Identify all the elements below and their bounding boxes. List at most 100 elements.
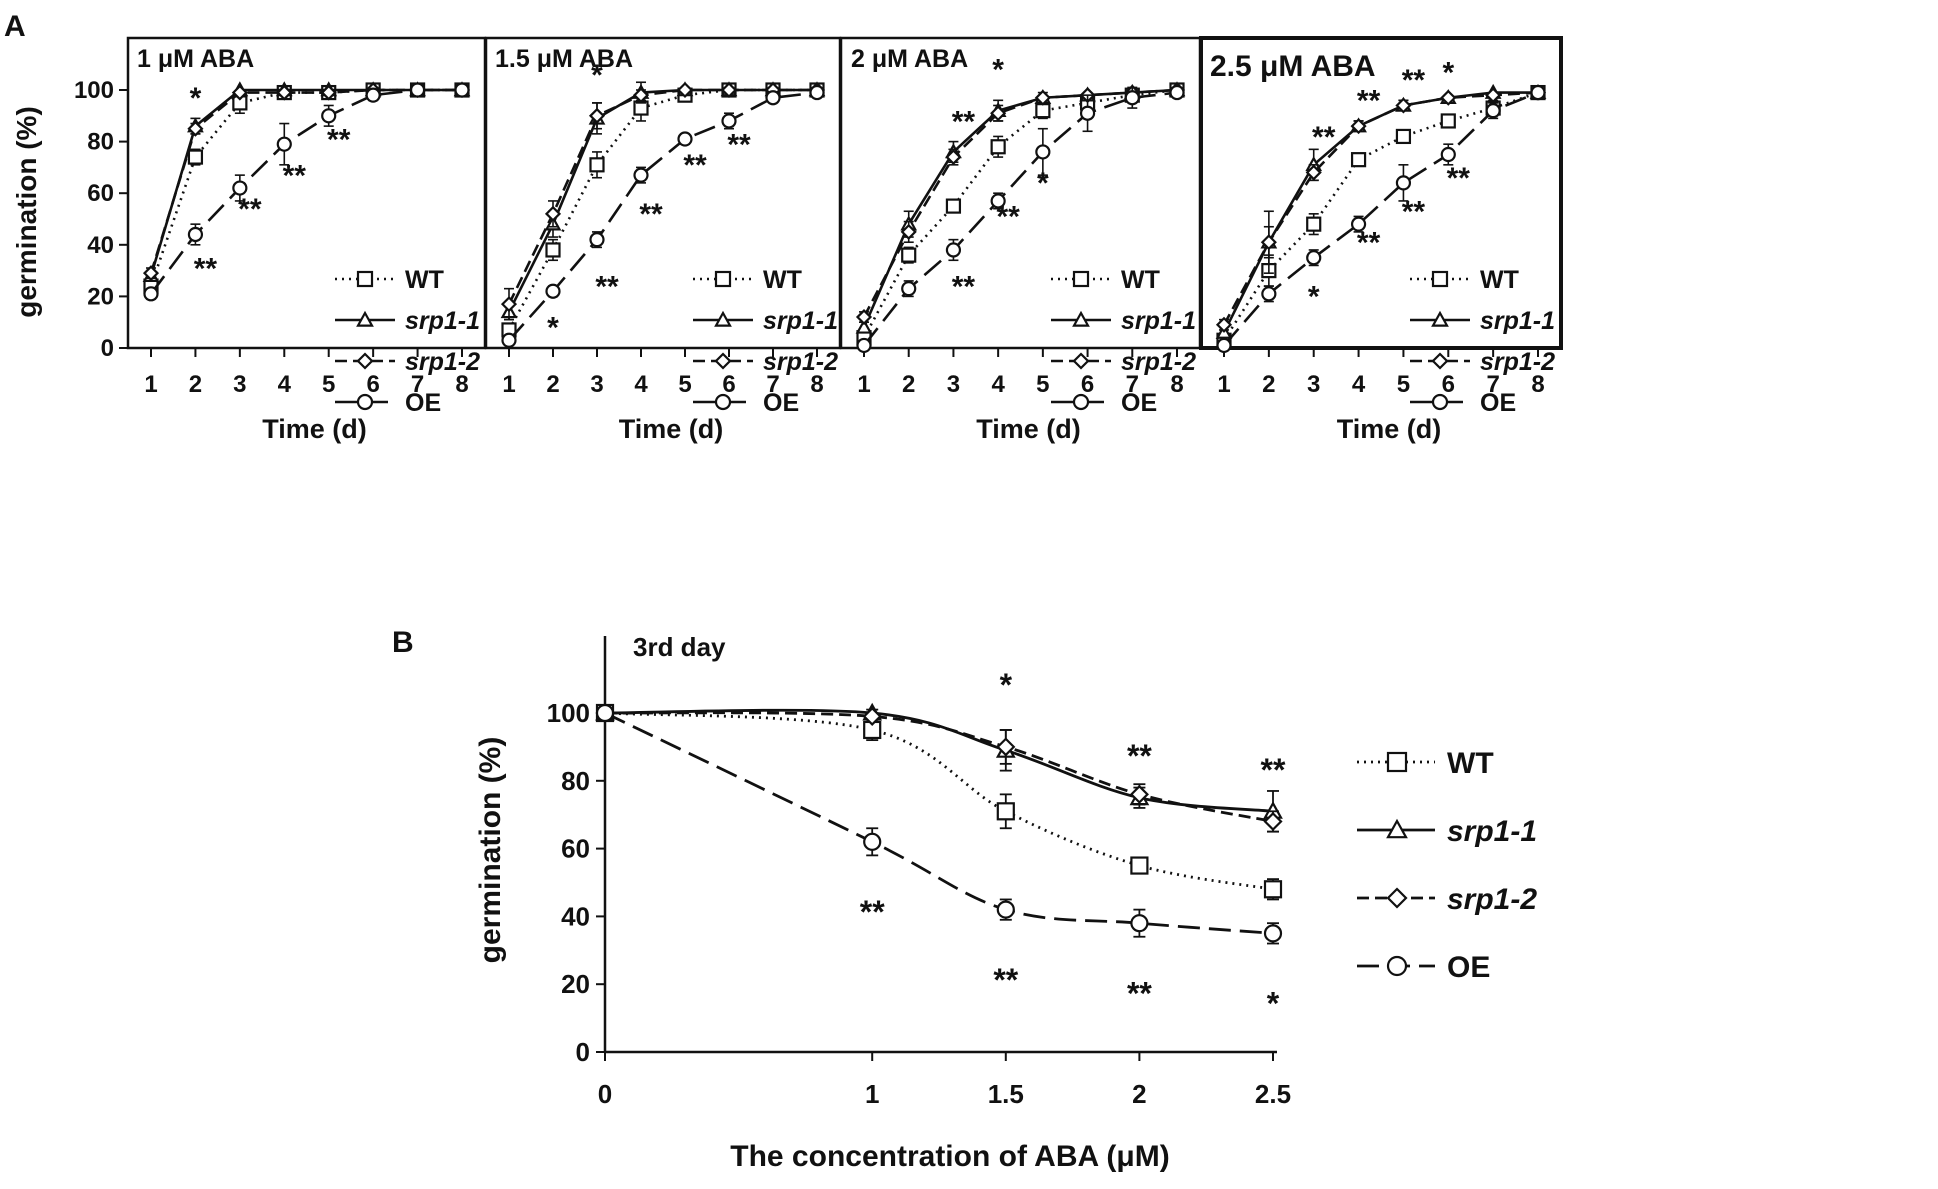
legend-marker — [1386, 818, 1408, 839]
data-point — [990, 139, 1006, 155]
significance-mark: ** — [327, 123, 351, 156]
x-tick-label: 2 — [546, 371, 559, 398]
series-srp1-1 — [595, 702, 1283, 833]
data-point — [901, 281, 917, 297]
data-point — [721, 113, 737, 129]
x-tick-label: 3 — [590, 371, 603, 398]
data-point — [365, 87, 381, 103]
x-tick-label: 2 — [1132, 1079, 1146, 1109]
series-OE — [1216, 84, 1546, 354]
data-point — [1263, 924, 1283, 943]
x-tick-label: 1 — [502, 371, 515, 398]
series-OE — [595, 703, 1283, 945]
y-tick-label: 100 — [74, 77, 114, 104]
plot-frame — [126, 36, 487, 350]
x-tick-label: 7 — [766, 371, 779, 398]
y-tick-label: 20 — [87, 283, 114, 310]
legend-item: WT — [1051, 266, 1160, 294]
data-point — [1130, 914, 1149, 933]
legend-label: OE — [763, 389, 799, 417]
chart-title: 1.5 μM ABA — [495, 45, 633, 73]
legend-item: srp1-1 — [1357, 815, 1537, 848]
data-point — [996, 900, 1015, 919]
chart-title: 2 μM ABA — [851, 45, 968, 73]
significance-mark: ** — [283, 159, 307, 192]
data-point — [1395, 175, 1412, 191]
series-line — [508, 91, 818, 342]
significance-mark: * — [1000, 667, 1013, 703]
data-point — [276, 84, 293, 101]
x-axis-label: Time (d) — [619, 414, 724, 444]
x-tick-label: 6 — [722, 371, 735, 398]
series-line — [604, 711, 1274, 935]
x-tick-label: 5 — [678, 371, 691, 398]
data-point — [1485, 87, 1502, 104]
data-point — [1395, 97, 1412, 114]
legend-marker — [1072, 310, 1090, 327]
legend-marker — [714, 352, 732, 370]
data-point — [187, 120, 204, 137]
data-point — [677, 131, 693, 147]
y-tick-label: 0 — [101, 335, 114, 362]
significance-mark: * — [547, 312, 559, 345]
x-tick-label: 4 — [634, 371, 648, 398]
data-point — [1034, 89, 1051, 106]
legend-item: srp1-2 — [335, 348, 480, 376]
x-tick-label: 2 — [1262, 371, 1275, 398]
series-line — [1223, 91, 1539, 347]
legend-marker — [1072, 270, 1090, 288]
data-point — [545, 283, 561, 299]
data-point — [545, 242, 561, 258]
legend-marker — [1431, 310, 1449, 327]
x-tick-label: 4 — [278, 371, 292, 398]
chart-title: 1 μM ABA — [137, 45, 254, 73]
data-point — [588, 107, 606, 124]
legend-marker — [714, 393, 732, 411]
legend-label: WT — [1447, 747, 1494, 780]
panel-label-b: B — [392, 626, 414, 659]
chart-title: 2.5 μM ABA — [1210, 50, 1376, 83]
significance-mark: ** — [1261, 752, 1286, 788]
significance-mark: * — [1267, 986, 1280, 1022]
x-tick-label: 1 — [865, 1079, 879, 1109]
legend-item: OE — [1051, 389, 1157, 417]
data-point — [232, 180, 248, 196]
x-tick-label: 2 — [902, 371, 915, 398]
significance-mark: ** — [952, 270, 976, 303]
x-tick-label: 8 — [1531, 371, 1544, 398]
x-tick-label: 3 — [233, 371, 246, 398]
y-axis-label: germination (%) — [11, 106, 42, 318]
legend-label: srp1-1 — [1480, 307, 1555, 335]
legend-label: OE — [405, 389, 441, 417]
significance-mark: ** — [595, 270, 619, 303]
y-tick-label: 100 — [547, 698, 590, 728]
chart-5: 3rd day 0 20 40 60 80 100 0 1 1.5 2 2.5 The concentr… — [474, 632, 1537, 1173]
x-tick-label: 1.5 — [988, 1079, 1024, 1109]
significance-mark: ** — [727, 129, 751, 162]
legend-label: WT — [763, 266, 802, 294]
data-point — [1261, 286, 1277, 302]
y-tick-label: 60 — [561, 834, 590, 864]
data-point — [632, 87, 650, 104]
significance-mark: ** — [1402, 196, 1426, 229]
data-point — [454, 82, 470, 98]
significance-mark: * — [1037, 167, 1049, 200]
legend-marker — [714, 310, 732, 327]
y-tick-label: 0 — [576, 1037, 590, 1067]
legend-item: OE — [693, 389, 799, 417]
data-point — [990, 105, 1007, 122]
x-tick-label: 7 — [1486, 371, 1499, 398]
legend-label: WT — [1121, 266, 1160, 294]
data-point — [276, 136, 292, 152]
legend-label: OE — [1121, 389, 1157, 417]
data-point — [901, 247, 917, 263]
legend-label: srp1-2 — [1121, 348, 1196, 376]
data-point — [996, 802, 1015, 821]
legend-item: srp1-2 — [693, 348, 838, 376]
data-point — [589, 232, 605, 248]
data-point — [1260, 234, 1277, 251]
legend-item: WT — [693, 266, 802, 294]
x-axis-label: Time (d) — [1337, 414, 1442, 444]
